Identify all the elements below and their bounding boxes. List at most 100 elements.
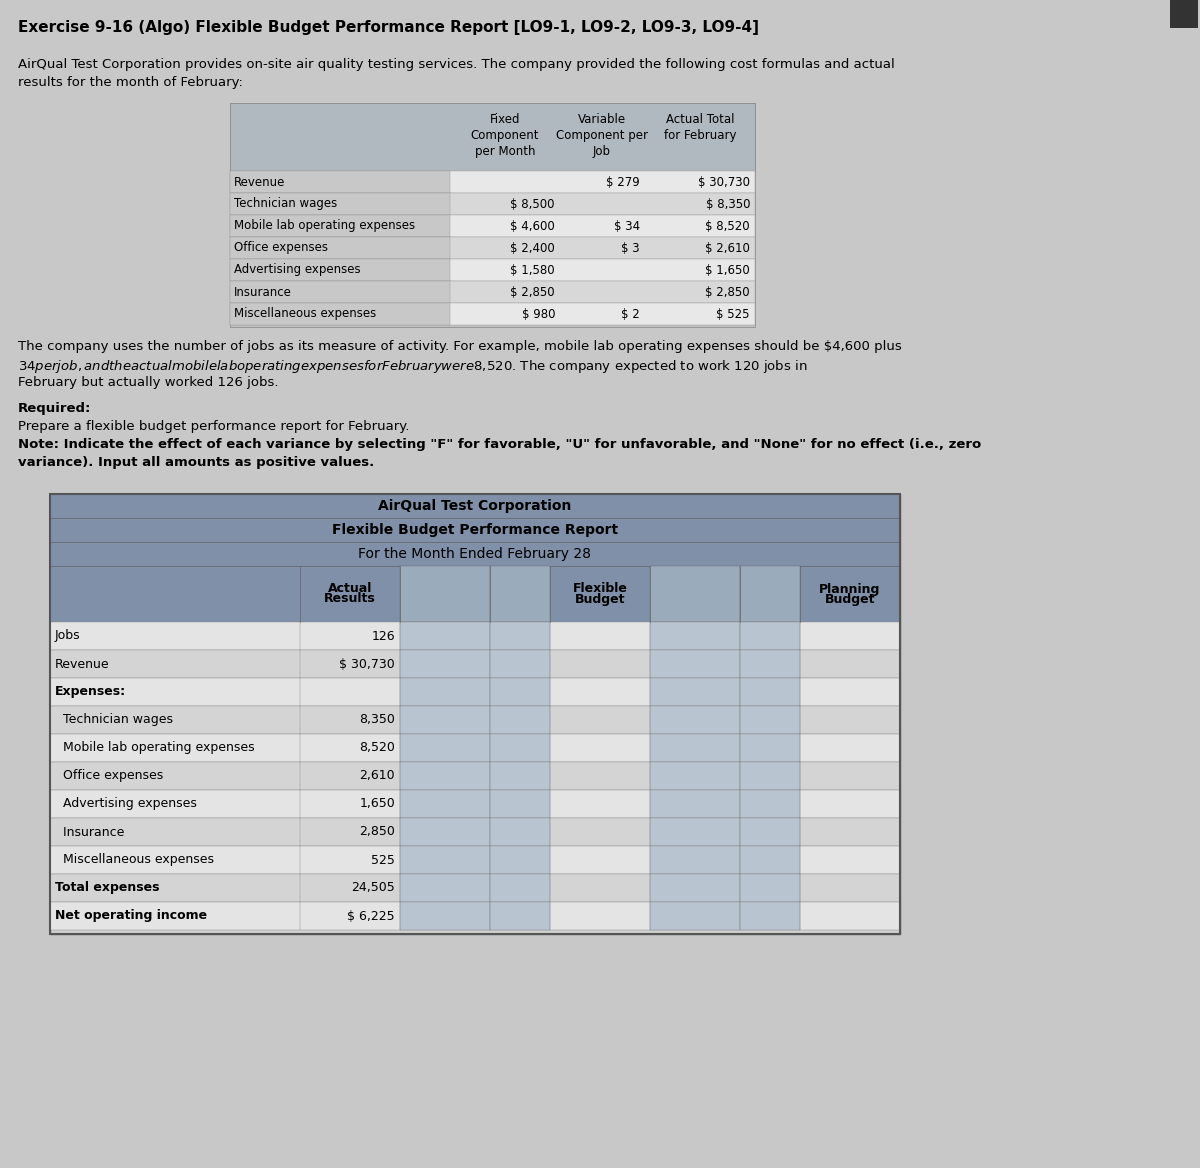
Text: The company uses the number of jobs as its measure of activity. For example, mob: The company uses the number of jobs as i… bbox=[18, 340, 901, 353]
Bar bbox=[50, 734, 900, 762]
Text: Budget: Budget bbox=[575, 592, 625, 605]
Text: 8,350: 8,350 bbox=[359, 714, 395, 726]
Bar bbox=[50, 651, 900, 677]
Text: Technician wages: Technician wages bbox=[55, 714, 173, 726]
Bar bbox=[50, 677, 900, 705]
Text: Mobile lab operating expenses: Mobile lab operating expenses bbox=[55, 742, 254, 755]
Text: Miscellaneous expenses: Miscellaneous expenses bbox=[55, 854, 214, 867]
Bar bbox=[490, 762, 550, 790]
Bar bbox=[400, 846, 490, 874]
Bar bbox=[650, 762, 740, 790]
Bar bbox=[650, 651, 740, 677]
Bar bbox=[230, 259, 755, 281]
Bar bbox=[400, 818, 490, 846]
Bar bbox=[650, 902, 740, 930]
Text: 1,650: 1,650 bbox=[359, 798, 395, 811]
Text: Net operating income: Net operating income bbox=[55, 910, 208, 923]
Text: $ 2,400: $ 2,400 bbox=[510, 242, 554, 255]
Bar bbox=[50, 494, 900, 934]
Bar bbox=[400, 790, 490, 818]
Bar bbox=[490, 874, 550, 902]
Bar bbox=[490, 705, 550, 734]
Bar bbox=[50, 542, 900, 566]
Bar bbox=[650, 566, 740, 623]
Text: $ 980: $ 980 bbox=[522, 307, 554, 320]
Text: Advertising expenses: Advertising expenses bbox=[55, 798, 197, 811]
Text: Note: Indicate the effect of each variance by selecting "F" for favorable, "U" f: Note: Indicate the effect of each varian… bbox=[18, 438, 982, 451]
Bar bbox=[50, 818, 900, 846]
Bar bbox=[50, 902, 900, 930]
Text: $ 30,730: $ 30,730 bbox=[698, 175, 750, 188]
Bar bbox=[230, 193, 450, 215]
Text: Prepare a flexible budget performance report for February.: Prepare a flexible budget performance re… bbox=[18, 420, 409, 433]
Bar bbox=[400, 566, 490, 623]
Bar bbox=[740, 677, 800, 705]
Text: AirQual Test Corporation: AirQual Test Corporation bbox=[378, 499, 571, 513]
Bar bbox=[50, 517, 900, 542]
Bar bbox=[50, 846, 900, 874]
Text: 24,505: 24,505 bbox=[352, 882, 395, 895]
Text: Mobile lab operating expenses: Mobile lab operating expenses bbox=[234, 220, 415, 232]
Bar bbox=[230, 237, 450, 259]
Bar bbox=[230, 103, 755, 327]
Text: 525: 525 bbox=[371, 854, 395, 867]
Bar bbox=[400, 902, 490, 930]
Bar bbox=[650, 734, 740, 762]
Text: $ 1,580: $ 1,580 bbox=[510, 264, 554, 277]
Text: Budget: Budget bbox=[824, 592, 875, 605]
Bar bbox=[230, 215, 755, 237]
Text: Total expenses: Total expenses bbox=[55, 882, 160, 895]
Bar bbox=[1170, 0, 1198, 28]
Text: Revenue: Revenue bbox=[55, 658, 109, 670]
Text: $ 3: $ 3 bbox=[622, 242, 640, 255]
Bar bbox=[400, 874, 490, 902]
Bar bbox=[490, 846, 550, 874]
Text: $ 1,650: $ 1,650 bbox=[706, 264, 750, 277]
Bar bbox=[230, 281, 755, 303]
Bar bbox=[230, 237, 755, 259]
Bar bbox=[230, 171, 450, 193]
Text: Variable: Variable bbox=[578, 113, 626, 126]
Bar bbox=[400, 705, 490, 734]
Text: 2,610: 2,610 bbox=[359, 770, 395, 783]
Text: Fixed: Fixed bbox=[490, 113, 521, 126]
Bar bbox=[50, 494, 900, 517]
Bar bbox=[490, 677, 550, 705]
Text: Jobs: Jobs bbox=[55, 630, 80, 642]
Text: Results: Results bbox=[324, 592, 376, 605]
Bar bbox=[50, 705, 900, 734]
Bar bbox=[490, 734, 550, 762]
Bar bbox=[230, 103, 755, 171]
Bar bbox=[400, 677, 490, 705]
Bar bbox=[230, 303, 450, 325]
Text: Component: Component bbox=[470, 128, 539, 142]
Bar bbox=[490, 902, 550, 930]
Text: $ 525: $ 525 bbox=[716, 307, 750, 320]
Bar bbox=[230, 215, 450, 237]
Bar bbox=[400, 651, 490, 677]
Bar bbox=[230, 303, 755, 325]
Text: For the Month Ended February 28: For the Month Ended February 28 bbox=[359, 547, 592, 561]
Text: Exercise 9-16 (Algo) Flexible Budget Performance Report [LO9-1, LO9-2, LO9-3, LO: Exercise 9-16 (Algo) Flexible Budget Per… bbox=[18, 20, 760, 35]
Text: $ 2,610: $ 2,610 bbox=[706, 242, 750, 255]
Text: Technician wages: Technician wages bbox=[234, 197, 337, 210]
Bar bbox=[740, 705, 800, 734]
Text: Expenses:: Expenses: bbox=[55, 686, 126, 698]
Text: $ 2,850: $ 2,850 bbox=[706, 285, 750, 299]
Text: 8,520: 8,520 bbox=[359, 742, 395, 755]
Text: $ 279: $ 279 bbox=[606, 175, 640, 188]
Text: Advertising expenses: Advertising expenses bbox=[234, 264, 361, 277]
Bar bbox=[490, 818, 550, 846]
Bar bbox=[740, 762, 800, 790]
Bar bbox=[740, 790, 800, 818]
Text: Insurance: Insurance bbox=[55, 826, 125, 839]
Text: $ 34: $ 34 bbox=[614, 220, 640, 232]
Bar bbox=[740, 818, 800, 846]
Bar bbox=[650, 818, 740, 846]
Bar bbox=[490, 566, 550, 623]
Bar bbox=[50, 874, 900, 902]
Text: Actual Total: Actual Total bbox=[666, 113, 734, 126]
Bar bbox=[490, 790, 550, 818]
Text: Component per: Component per bbox=[556, 128, 648, 142]
Bar bbox=[230, 281, 450, 303]
